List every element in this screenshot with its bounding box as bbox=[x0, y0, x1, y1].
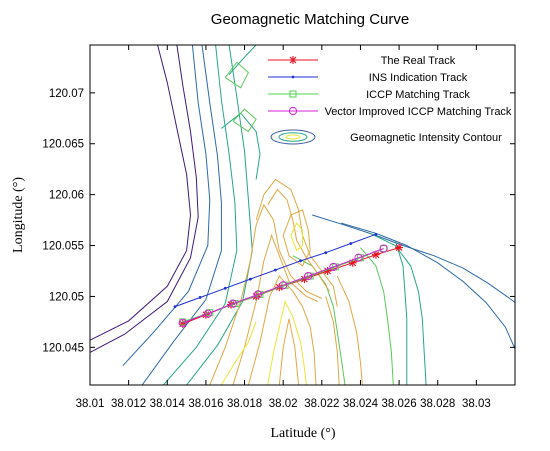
x-axis-label: Latitude (°) bbox=[270, 426, 335, 441]
legend-marker-1 bbox=[291, 75, 295, 79]
contour-line-25 bbox=[290, 222, 303, 252]
contour-line-17 bbox=[232, 233, 319, 385]
x-tick-label-7: 38.024 bbox=[343, 398, 379, 410]
x-tick-label-10: 38.03 bbox=[462, 398, 491, 410]
series-1-point-7 bbox=[349, 242, 353, 245]
legend-item-2: ICCP Matching Track bbox=[268, 89, 470, 101]
series-3-point-5 bbox=[304, 271, 313, 281]
contour-line-10 bbox=[312, 214, 515, 303]
series-1-point-8 bbox=[374, 232, 378, 236]
y-axis-label: Longitude (°) bbox=[11, 177, 26, 253]
contour-line-22 bbox=[282, 209, 311, 267]
x-tick-label-2: 38.014 bbox=[150, 398, 186, 410]
legend-item-1: INS Indication Track bbox=[268, 72, 468, 84]
legend: The Real Track INS Indication Track ICCP M… bbox=[268, 55, 512, 145]
contour-line-4 bbox=[163, 45, 238, 385]
series-1-point-1 bbox=[198, 296, 202, 299]
contour-line-15 bbox=[360, 247, 394, 385]
x-tick-label-8: 38.026 bbox=[381, 398, 416, 410]
contour-line-18 bbox=[247, 275, 317, 385]
contour-line-6 bbox=[228, 45, 257, 75]
series-3-point-7 bbox=[354, 253, 363, 262]
contour-line-5 bbox=[186, 45, 253, 385]
contour-line-2 bbox=[122, 45, 211, 367]
legend-label-1: INS Indication Track bbox=[369, 72, 468, 84]
legend-label-2: ICCP Matching Track bbox=[366, 89, 470, 101]
chart-title: Geomagnetic Matching Curve bbox=[211, 11, 409, 28]
contour-line-7 bbox=[221, 112, 261, 180]
contour-line-0 bbox=[90, 45, 192, 341]
contour-layer bbox=[90, 45, 515, 385]
legend-contour-outer bbox=[270, 129, 316, 145]
series-1-point-3 bbox=[248, 277, 252, 281]
x-tick-label-5: 38.02 bbox=[269, 398, 298, 410]
contour-line-27 bbox=[220, 321, 257, 385]
contour-line-8 bbox=[224, 61, 250, 89]
contour-line-19 bbox=[278, 318, 300, 385]
y-tick-label-0: 120.045 bbox=[42, 342, 84, 354]
legend-item-3: Vector Improved ICCP Matching Track bbox=[268, 106, 512, 118]
series-line-3 bbox=[182, 248, 384, 324]
y-tick-label-5: 120.07 bbox=[49, 88, 84, 100]
y-tick-label-3: 120.06 bbox=[49, 190, 84, 202]
legend-contour-middle bbox=[278, 132, 308, 142]
axes-layer: 38.01 38.012 38.014 38.016 38.018 38.02 38.022… bbox=[42, 45, 515, 410]
contour-line-21 bbox=[267, 188, 330, 292]
series-3-point-3 bbox=[253, 290, 263, 299]
contour-line-23 bbox=[325, 296, 340, 385]
series-0-point-9 bbox=[395, 243, 404, 252]
series-layer bbox=[173, 232, 404, 328]
y-tick-label-4: 120.065 bbox=[42, 139, 84, 151]
contour-line-12 bbox=[369, 232, 427, 385]
contour-line-13 bbox=[394, 240, 408, 385]
legend-contour-inner bbox=[285, 134, 301, 140]
x-tick-label-4: 38.018 bbox=[227, 398, 262, 410]
series-3-point-0 bbox=[178, 318, 187, 328]
legend-label-contour: Geomagnetic Intensity Contour bbox=[350, 132, 502, 144]
series-2-point-8 bbox=[380, 245, 388, 253]
contour-line-11 bbox=[340, 222, 515, 350]
legend-item-0: The Real Track bbox=[268, 55, 456, 67]
series-3-point-4 bbox=[279, 281, 288, 290]
series-1-point-0 bbox=[173, 305, 177, 309]
series-1-point-6 bbox=[324, 251, 328, 255]
legend-item-contour: Geomagnetic Intensity Contour bbox=[270, 129, 502, 145]
series-3 bbox=[178, 244, 388, 328]
contour-line-24 bbox=[336, 275, 363, 385]
plot-frame bbox=[89, 44, 516, 386]
series-3-point-2 bbox=[228, 299, 238, 308]
contour-line-26 bbox=[267, 300, 307, 385]
contour-line-3 bbox=[141, 45, 222, 385]
series-1-point-2 bbox=[223, 286, 227, 290]
series-1-point-4 bbox=[274, 268, 277, 272]
series-2-point-1 bbox=[206, 309, 214, 317]
legend-label-3: Vector Improved ICCP Matching Track bbox=[325, 106, 512, 118]
contour-line-20 bbox=[255, 178, 338, 307]
x-tick-label-0: 38.01 bbox=[76, 398, 105, 410]
x-tick-label-9: 38.028 bbox=[420, 398, 455, 410]
contour-line-9 bbox=[232, 108, 257, 133]
series-1 bbox=[173, 232, 378, 309]
series-3-point-8 bbox=[379, 244, 388, 253]
legend-marker-2 bbox=[289, 90, 297, 98]
series-3-point-1 bbox=[203, 309, 212, 318]
series-1-point-5 bbox=[299, 259, 302, 263]
y-tick-label-1: 120.05 bbox=[49, 291, 84, 303]
y-tick-label-2: 120.055 bbox=[42, 241, 84, 253]
contour-line-1 bbox=[90, 45, 199, 353]
x-tick-label-6: 38.022 bbox=[304, 398, 339, 410]
series-3-point-6 bbox=[329, 262, 338, 272]
legend-marker-3 bbox=[288, 106, 298, 116]
x-tick-label-3: 38.016 bbox=[188, 398, 223, 410]
x-tick-label-1: 38.012 bbox=[111, 398, 146, 410]
legend-label-0: The Real Track bbox=[381, 55, 456, 67]
legend-marker-0 bbox=[289, 56, 297, 64]
